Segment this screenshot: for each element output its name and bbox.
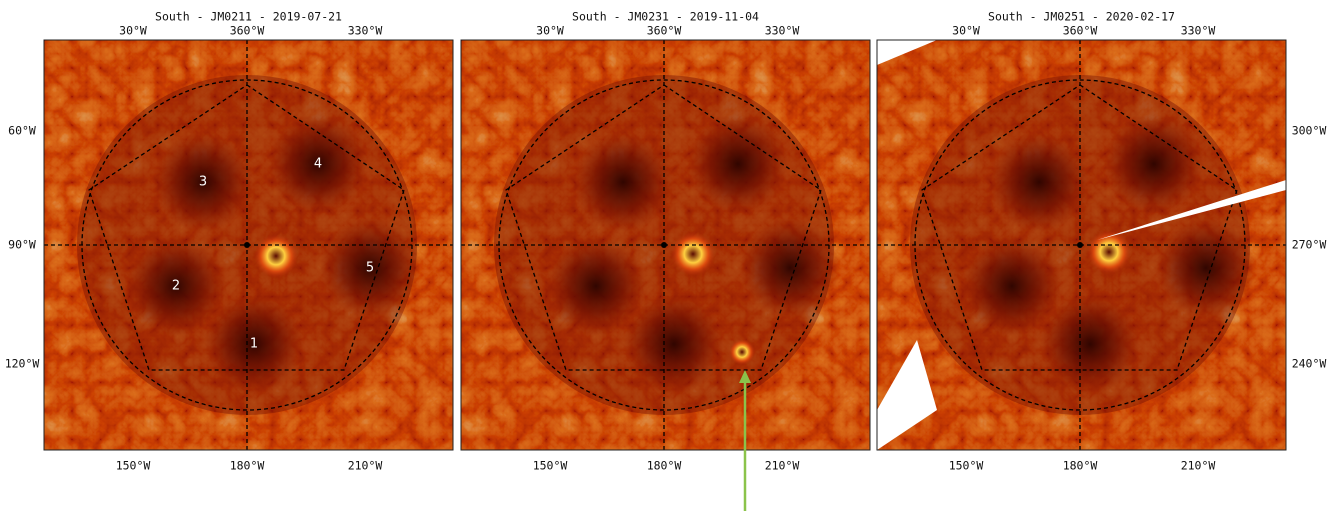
vortex	[126, 236, 226, 336]
bottom-label: 150°W	[116, 459, 151, 473]
panel-title: South - JM0231 - 2019-11-04	[572, 10, 759, 24]
no-data	[877, 340, 937, 450]
right-label: 270°W	[1292, 238, 1327, 252]
left-label: 60°W	[8, 124, 36, 138]
image-content	[877, 40, 1286, 450]
bottom-label: 150°W	[533, 459, 568, 473]
vortex-label: 5	[366, 261, 374, 276]
pole	[1077, 242, 1083, 248]
vortex	[1104, 114, 1204, 214]
vortex-label: 4	[314, 157, 322, 172]
top-label: 330°W	[348, 24, 383, 38]
vortex	[688, 114, 788, 214]
bottom-label: 210°W	[1181, 459, 1216, 473]
left-label: 90°W	[8, 238, 36, 252]
latitude	[81, 79, 413, 411]
panel-image	[460, 39, 871, 451]
left-label: 120°W	[5, 357, 40, 371]
bottom-label: 180°W	[1063, 459, 1098, 473]
central-vortex	[671, 232, 715, 276]
top-label: 30°W	[952, 24, 980, 38]
right-label: 240°W	[1292, 357, 1327, 371]
polygon	[921, 84, 1238, 371]
latitude	[498, 79, 830, 411]
latitude	[914, 79, 1246, 411]
bottom-label: 150°W	[949, 459, 984, 473]
right-label: 300°W	[1292, 124, 1327, 138]
no-data	[877, 40, 937, 65]
panel-title: South - JM0211 - 2019-07-21	[155, 10, 342, 24]
vortex	[624, 294, 724, 394]
pole	[661, 242, 667, 248]
panel-border	[460, 39, 871, 451]
top-label: 360°W	[647, 24, 682, 38]
central-vortex	[1087, 230, 1131, 274]
vortex	[546, 236, 646, 336]
no-data	[1097, 180, 1286, 240]
polygon	[88, 84, 405, 371]
vortex	[268, 114, 368, 214]
vortex-label: 2	[172, 279, 180, 294]
panel-border	[876, 39, 1287, 451]
vortex	[153, 132, 253, 232]
arrow-head	[739, 370, 751, 383]
vortex	[989, 132, 1089, 232]
top-label: 330°W	[765, 24, 800, 38]
top-label: 30°W	[536, 24, 564, 38]
bottom-label: 210°W	[765, 459, 800, 473]
panel-image: 1 2 3 4 5	[43, 39, 454, 451]
top-label: 360°W	[230, 24, 265, 38]
vortex-label: 1	[250, 337, 258, 352]
panel-title: South - JM0251 - 2020-02-17	[988, 10, 1175, 24]
image-content	[461, 40, 870, 450]
small-vortex	[729, 339, 755, 365]
vortex	[962, 236, 1062, 336]
vortex	[204, 294, 304, 394]
vortex-label: 3	[199, 175, 207, 190]
vortex	[320, 218, 420, 318]
panel-image	[876, 39, 1287, 451]
vortex	[573, 132, 673, 232]
panel-border	[43, 39, 454, 451]
image-content	[44, 40, 453, 450]
vortex	[1156, 218, 1256, 318]
top-label: 360°W	[1063, 24, 1098, 38]
top-label: 30°W	[119, 24, 147, 38]
bottom-label: 180°W	[230, 459, 265, 473]
vortex	[740, 218, 840, 318]
central-vortex	[254, 234, 298, 278]
polygon	[505, 84, 822, 371]
top-label: 330°W	[1181, 24, 1216, 38]
bottom-label: 210°W	[348, 459, 383, 473]
bottom-label: 180°W	[647, 459, 682, 473]
vortex	[1040, 294, 1140, 394]
pole	[244, 242, 250, 248]
